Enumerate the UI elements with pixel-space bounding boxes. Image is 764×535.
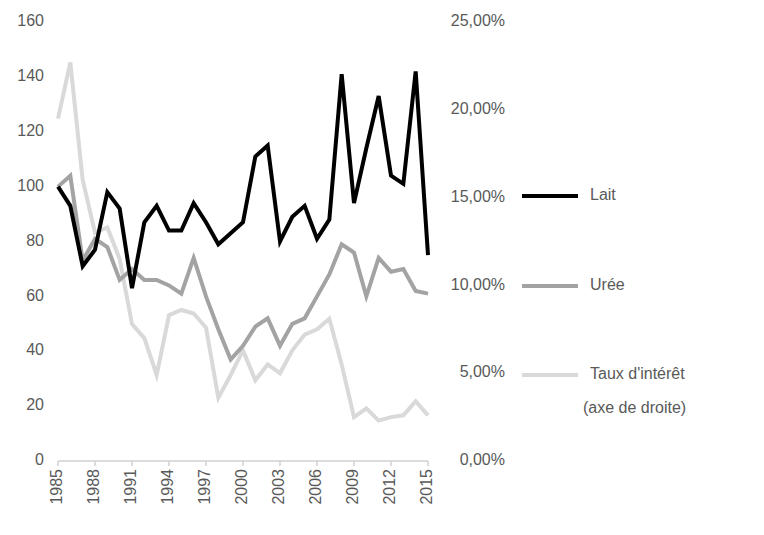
series-line [58, 62, 428, 420]
y-tick-label: 60 [26, 287, 44, 304]
y-tick-label: 80 [26, 232, 44, 249]
legend-label-line: Taux d'intérêt [590, 365, 685, 382]
y2-tick-label: 10,00% [451, 276, 505, 293]
series-line [58, 71, 428, 288]
y-tick-label: 100 [17, 177, 44, 194]
chart: 0 20 40 60 80 100 120 140 160 0,00% 5,00% 10,00% 15,… [0, 0, 764, 535]
x-tick [94, 461, 96, 466]
x-tick [131, 461, 133, 466]
legend-swatch [522, 284, 578, 288]
x-tick-label: 1997 [196, 469, 213, 505]
x-tick [205, 461, 207, 466]
x-tick-label: 1994 [159, 469, 176, 505]
y2-tick-label: 15,00% [451, 188, 505, 205]
y-tick-label: 40 [26, 341, 44, 358]
legend-swatch [522, 194, 578, 198]
x-tick [57, 461, 59, 466]
y-tick-label: 20 [26, 396, 44, 413]
legend-label: Taux d'intérêt (axe de droite) [583, 365, 686, 416]
legend-label: Lait [590, 186, 616, 203]
y2-tick-label: 20,00% [451, 100, 505, 117]
x-tick [353, 461, 355, 466]
y2-tick-label: 5,00% [460, 363, 505, 380]
x-tick [242, 461, 244, 466]
plot-area [58, 62, 428, 420]
y-tick-label: 0 [35, 451, 44, 468]
x-tick [390, 461, 392, 466]
y2-tick-label: 0,00% [460, 451, 505, 468]
x-tick-label: 2003 [270, 469, 287, 505]
x-tick [279, 461, 281, 466]
x-tick-label: 2000 [233, 469, 250, 505]
legend-label-line: (axe de droite) [583, 399, 686, 416]
y-tick-label: 160 [17, 12, 44, 29]
x-tick [427, 461, 429, 466]
x-tick-label: 2015 [418, 469, 435, 505]
x-tick-label: 1991 [122, 469, 139, 505]
legend-swatch [522, 373, 578, 377]
x-tick [168, 461, 170, 466]
x-tick-label: 2012 [381, 469, 398, 505]
y-tick-label: 140 [17, 67, 44, 84]
y2-tick-label: 25,00% [451, 12, 505, 29]
x-tick-label: 2009 [344, 469, 361, 505]
legend-label: Urée [590, 276, 625, 293]
x-tick-label: 1985 [48, 469, 65, 505]
x-tick-label: 1988 [85, 469, 102, 505]
y-tick-label: 120 [17, 122, 44, 139]
x-tick [316, 461, 318, 466]
x-tick-label: 2006 [307, 469, 324, 505]
